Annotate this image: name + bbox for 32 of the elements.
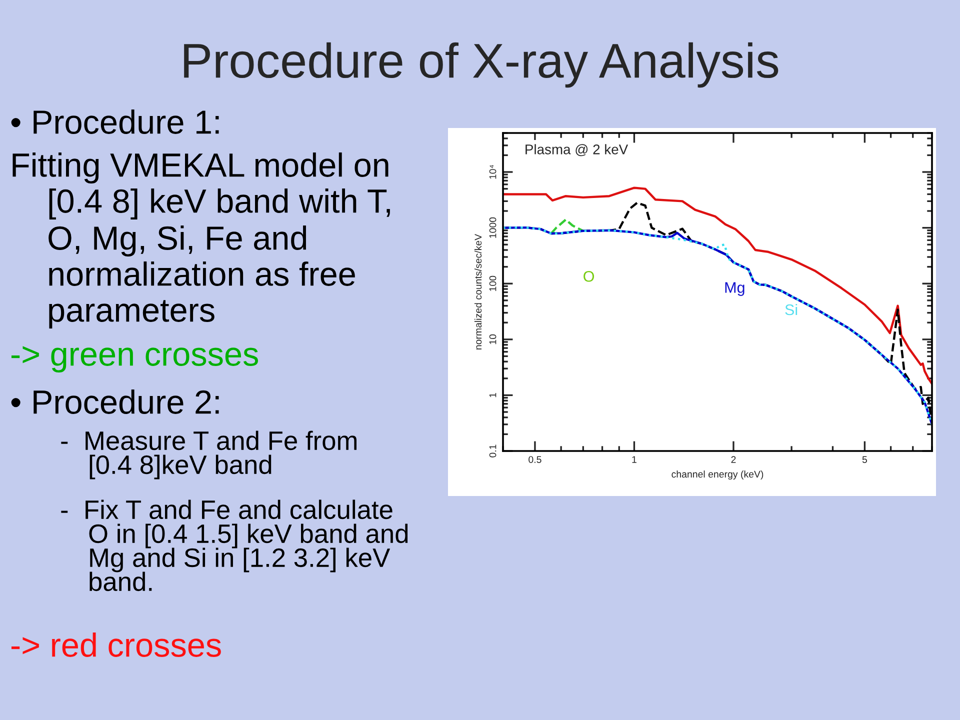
- text: band.: [90, 572, 152, 592]
- x-axis-title: channel energy (keV): [672, 470, 764, 480]
- x-tick-label: 1: [632, 456, 636, 463]
- y-axis-title: normalized counts/sec/keV: [474, 234, 482, 350]
- text: O in [0.4 1.5] keV band and: [89, 524, 408, 548]
- text: -> green crosses: [11, 346, 258, 373]
- x-tick-label: 5: [862, 456, 867, 463]
- annotation: Mg: [725, 282, 744, 296]
- text: • Procedure 1:: [11, 109, 219, 134]
- x-tick-label: 0.5: [528, 456, 542, 463]
- text: [0.4 8]keV band: [90, 454, 272, 480]
- y-tick-label: 1000: [489, 217, 496, 238]
- text: Mg and Si in [1.2 3.2] keV: [90, 548, 390, 572]
- annotation: O: [584, 270, 594, 282]
- text: [0.4 8] keV band with T,: [49, 188, 390, 220]
- y-tick-label: 0.1: [489, 444, 496, 458]
- y-tick-label: 100: [489, 276, 496, 291]
- chart-title: Procedure of X-ray Analysis: [184, 42, 778, 88]
- text: parameters: [49, 300, 214, 329]
- y-tick-label: 1: [489, 392, 496, 398]
- annotation: Si: [785, 304, 798, 316]
- text: -> red crosses: [11, 632, 221, 657]
- x-tick-label: 2: [731, 456, 736, 463]
- text: - Fix T and Fe and calculate: [61, 500, 392, 520]
- y-tick-label: 10⁴: [489, 164, 496, 179]
- text: normalization as free: [49, 261, 355, 286]
- text: O, Mg, Si, Fe and: [48, 225, 306, 257]
- y-tick-label: 10: [489, 334, 496, 344]
- text: - Measure T and Fe from: [61, 430, 357, 450]
- text: Fitting VMEKAL model on: [12, 152, 388, 184]
- text: Plasma @ 2 keV: [526, 144, 628, 156]
- text: • Procedure 2:: [11, 389, 219, 414]
